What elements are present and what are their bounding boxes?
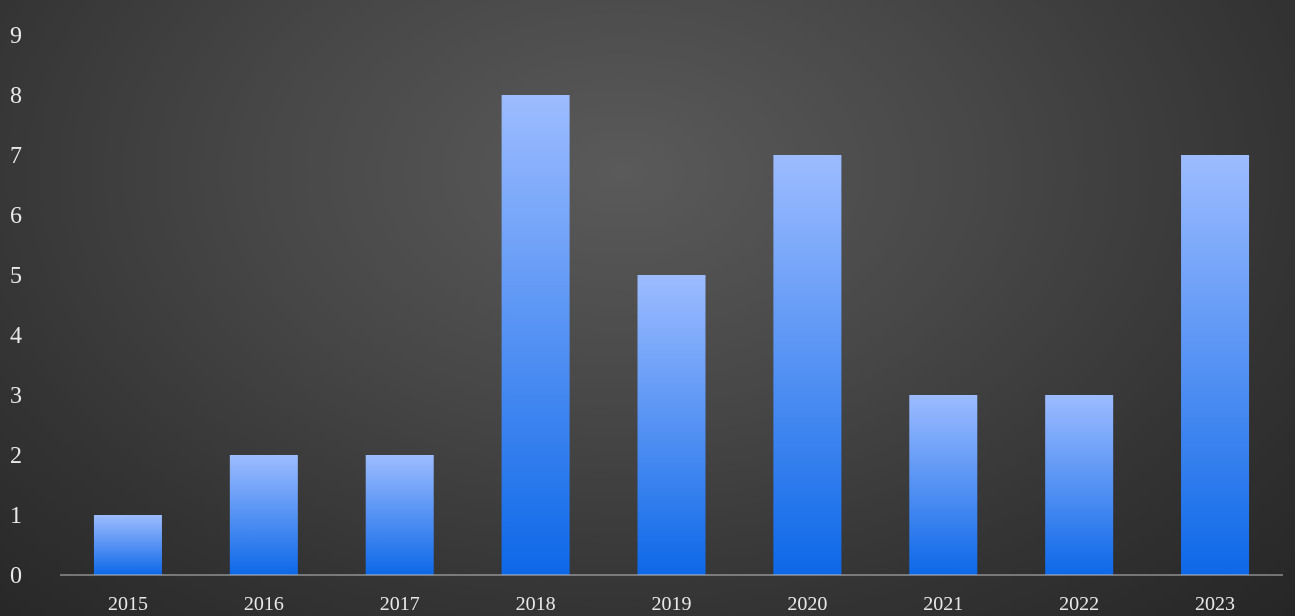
y-tick-label-7: 7 (10, 143, 22, 169)
x-tick-label-2021: 2021 (923, 593, 963, 615)
x-tick-label-2022: 2022 (1059, 593, 1099, 615)
y-tick-label-6: 6 (10, 203, 22, 229)
bar-2022 (1045, 395, 1114, 575)
bar-2023 (1181, 155, 1250, 575)
bar-2020 (773, 155, 842, 575)
x-tick-label-2017: 2017 (380, 593, 420, 615)
x-tick-label-2016: 2016 (244, 593, 284, 615)
x-tick-label-2019: 2019 (652, 593, 692, 615)
bar-2019 (637, 275, 706, 575)
bar-2016 (229, 455, 298, 575)
y-tick-label-2: 2 (10, 443, 22, 469)
x-axis-tick-labels: 2015 2016 2017 2018 2019 2020 2021 2022 2023 (108, 593, 1235, 615)
bar-series (93, 95, 1250, 575)
y-tick-label-0: 0 (10, 563, 22, 589)
y-tick-label-3: 3 (10, 383, 22, 409)
bar-2021 (909, 395, 978, 575)
bar-2015 (93, 515, 162, 575)
y-tick-label-9: 9 (10, 23, 22, 49)
x-tick-label-2023: 2023 (1195, 593, 1235, 615)
x-tick-label-2020: 2020 (787, 593, 827, 615)
bar-2017 (365, 455, 434, 575)
y-tick-label-1: 1 (10, 503, 22, 529)
y-tick-label-5: 5 (10, 263, 22, 289)
x-tick-label-2015: 2015 (108, 593, 148, 615)
y-axis-tick-labels: 0 1 2 3 4 5 6 7 8 9 (10, 23, 22, 589)
x-tick-label-2018: 2018 (516, 593, 556, 615)
y-tick-label-8: 8 (10, 83, 22, 109)
y-tick-label-4: 4 (10, 323, 22, 349)
bar-2018 (501, 95, 570, 575)
